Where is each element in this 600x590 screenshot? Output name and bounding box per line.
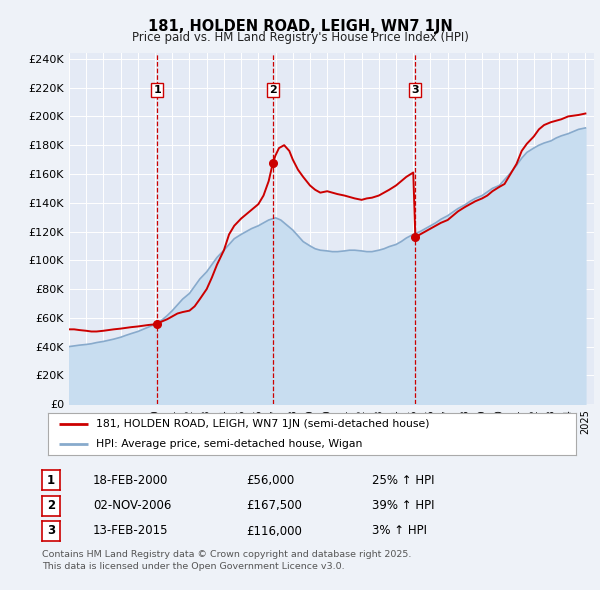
Text: This data is licensed under the Open Government Licence v3.0.: This data is licensed under the Open Gov… bbox=[42, 562, 344, 571]
Text: 18-FEB-2000: 18-FEB-2000 bbox=[93, 474, 169, 487]
Text: 2: 2 bbox=[47, 499, 55, 512]
Text: 1: 1 bbox=[153, 85, 161, 95]
Text: 1: 1 bbox=[47, 474, 55, 487]
Text: 2: 2 bbox=[269, 85, 277, 95]
Text: 181, HOLDEN ROAD, LEIGH, WN7 1JN: 181, HOLDEN ROAD, LEIGH, WN7 1JN bbox=[148, 19, 452, 34]
Text: 39% ↑ HPI: 39% ↑ HPI bbox=[372, 499, 434, 512]
Text: Contains HM Land Registry data © Crown copyright and database right 2025.: Contains HM Land Registry data © Crown c… bbox=[42, 550, 412, 559]
Text: 13-FEB-2015: 13-FEB-2015 bbox=[93, 525, 169, 537]
Text: 3: 3 bbox=[412, 85, 419, 95]
Text: Price paid vs. HM Land Registry's House Price Index (HPI): Price paid vs. HM Land Registry's House … bbox=[131, 31, 469, 44]
Text: HPI: Average price, semi-detached house, Wigan: HPI: Average price, semi-detached house,… bbox=[95, 439, 362, 449]
Text: 02-NOV-2006: 02-NOV-2006 bbox=[93, 499, 172, 512]
Text: 3% ↑ HPI: 3% ↑ HPI bbox=[372, 525, 427, 537]
Text: 25% ↑ HPI: 25% ↑ HPI bbox=[372, 474, 434, 487]
Text: £167,500: £167,500 bbox=[246, 499, 302, 512]
Text: £56,000: £56,000 bbox=[246, 474, 294, 487]
Text: 3: 3 bbox=[47, 525, 55, 537]
Text: 181, HOLDEN ROAD, LEIGH, WN7 1JN (semi-detached house): 181, HOLDEN ROAD, LEIGH, WN7 1JN (semi-d… bbox=[95, 419, 429, 430]
Text: £116,000: £116,000 bbox=[246, 525, 302, 537]
